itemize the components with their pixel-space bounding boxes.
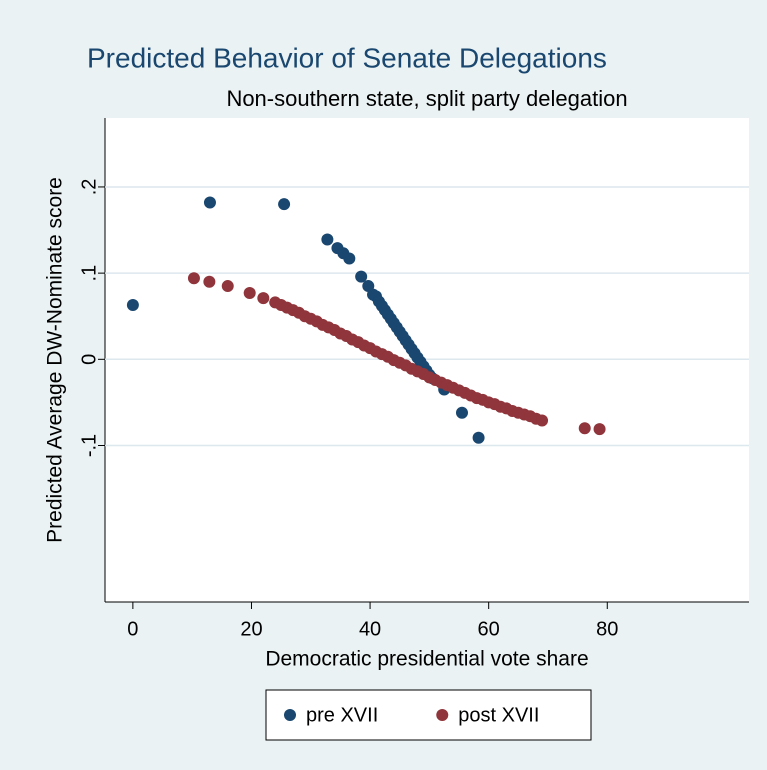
point [321, 233, 334, 246]
point [578, 422, 591, 435]
legend-label: pre XVII [306, 704, 378, 726]
x-tick-label: 40 [359, 618, 381, 640]
legend [265, 689, 592, 741]
x-tick-label: 60 [478, 618, 500, 640]
point [187, 272, 200, 285]
point [243, 286, 256, 299]
point [257, 292, 270, 305]
point [203, 275, 216, 288]
point [203, 196, 216, 209]
point [536, 414, 549, 427]
y-tick-label: 0 [78, 354, 100, 365]
point [343, 252, 356, 265]
point [126, 299, 139, 312]
point [278, 198, 291, 211]
chart-title: Predicted Behavior of Senate Delegations [87, 42, 607, 73]
y-tick-label: -.1 [78, 434, 100, 457]
point [593, 423, 606, 436]
point [472, 431, 485, 444]
chart-subtitle: Non-southern state, split party delegati… [226, 86, 627, 111]
y-tick-label: .1 [78, 265, 100, 282]
x-tick-label: 20 [240, 618, 262, 640]
x-tick-label: 0 [127, 618, 138, 640]
x-axis-label: Democratic presidential vote share [265, 648, 588, 671]
point [221, 280, 234, 293]
legend-label: post XVII [458, 704, 539, 726]
legend-marker [436, 709, 449, 721]
legend-marker [284, 709, 296, 721]
point [455, 406, 468, 419]
y-tick-label: .2 [78, 179, 100, 196]
x-tick-label: 80 [596, 618, 618, 640]
point [355, 270, 368, 283]
y-axis-label: Predicted Average DW-Nominate score [44, 177, 67, 543]
